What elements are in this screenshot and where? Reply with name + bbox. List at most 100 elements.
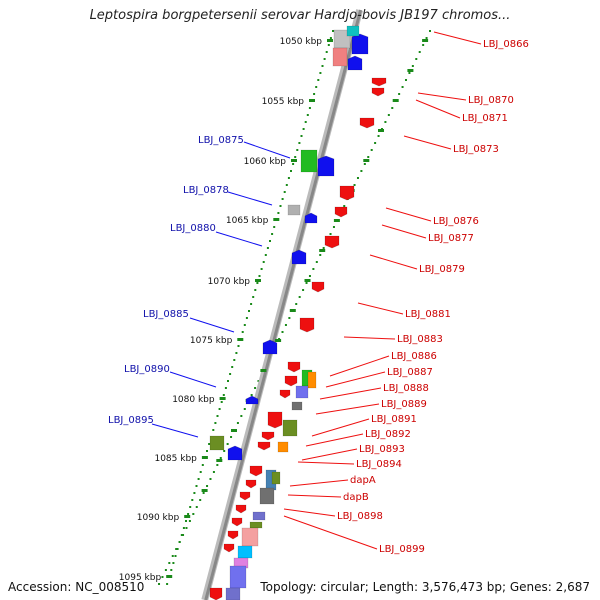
outer-track-dots <box>391 107 394 109</box>
outer-tick <box>407 69 414 72</box>
reverse-gene-label: LBJ_0892 <box>365 429 411 440</box>
inner-track-dots <box>248 310 250 312</box>
inner-track-dots <box>332 30 334 32</box>
reverse-gene-label: LBJ_0881 <box>405 309 451 320</box>
inner-track-dots <box>250 303 253 305</box>
accession-label: Accession: NC_008510 <box>8 580 145 594</box>
inner-track-dots <box>197 478 200 480</box>
reverse-gene <box>371 77 387 87</box>
scale-label: 1055 kbp <box>262 97 305 107</box>
reverse-gene-label: LBJ_0877 <box>428 233 474 244</box>
scale-tick <box>237 338 244 341</box>
outer-tick <box>319 249 326 252</box>
inner-track-dots <box>298 142 301 144</box>
outer-track-dots <box>257 380 260 382</box>
outer-track-dots <box>158 583 161 585</box>
outer-track-dots <box>356 177 359 179</box>
feature-block <box>225 587 241 600</box>
forward-gene <box>304 212 318 224</box>
reverse-gene-label: LBJ_0870 <box>468 95 514 106</box>
outer-track-dots <box>240 415 243 417</box>
outer-tick <box>363 159 370 162</box>
inner-track-dots <box>180 534 183 536</box>
scale-label: 1080 kbp <box>172 395 215 405</box>
outer-track-dots <box>415 58 418 60</box>
reverse-gene <box>261 431 275 441</box>
reverse-leader-line <box>287 494 342 498</box>
inner-track-dots <box>287 177 290 179</box>
outer-tick <box>422 39 429 42</box>
feature-block <box>249 521 263 529</box>
outer-track-dots <box>195 506 198 508</box>
outer-track-dots <box>387 114 390 116</box>
reverse-leader-line <box>311 418 370 437</box>
inner-track-dots <box>254 289 257 291</box>
reverse-leader-line <box>369 254 418 270</box>
reverse-gene <box>249 465 263 477</box>
reverse-gene <box>235 504 247 514</box>
inner-track-dots <box>302 128 305 130</box>
inner-track-dots <box>266 247 269 249</box>
scale-tick <box>327 39 333 42</box>
inner-track-dots <box>170 569 173 571</box>
forward-gene <box>227 445 243 461</box>
reverse-gene-label: LBJ_0894 <box>356 459 402 470</box>
inner-track-dots <box>264 254 267 256</box>
inner-track-dots <box>294 156 297 158</box>
scale-label: 1065 kbp <box>226 216 269 226</box>
reverse-leader-line <box>343 336 396 340</box>
outer-track-dots <box>188 520 191 522</box>
outer-track-dots <box>284 324 287 326</box>
outer-tick <box>275 339 282 342</box>
reverse-gene-label: LBJ_0893 <box>359 444 405 455</box>
inner-track-dots <box>269 240 271 242</box>
reverse-leader-line <box>385 207 432 222</box>
inner-track-dots <box>245 317 248 319</box>
reverse-gene-label: LBJ_0879 <box>419 264 465 275</box>
outer-track-dots <box>209 478 212 480</box>
outer-track-dots <box>332 226 335 228</box>
inner-track-dots <box>214 422 217 424</box>
inner-track-dots <box>323 58 326 60</box>
backbone <box>204 9 363 600</box>
scale-label: 1095 kbp <box>119 573 162 583</box>
outer-track-dots <box>408 72 411 74</box>
reverse-gene-label: LBJ_0866 <box>483 39 529 50</box>
scale-tick <box>273 218 280 221</box>
feature-block <box>229 565 247 589</box>
outer-track-dots <box>212 471 215 473</box>
outer-tick <box>289 309 296 312</box>
forward-gene <box>351 33 369 55</box>
reverse-leader-line <box>283 508 336 517</box>
reverse-leader-line <box>381 224 427 239</box>
inner-track-dots <box>273 226 276 228</box>
outer-track-dots <box>230 436 233 438</box>
inner-track-dots <box>277 212 280 214</box>
feature-block <box>287 204 301 216</box>
reverse-gene-label: LBJ_0888 <box>383 383 429 394</box>
outer-tick <box>378 129 384 132</box>
outer-track-dots <box>329 233 332 235</box>
outer-tick <box>231 429 237 432</box>
reverse-leader-line <box>403 135 452 150</box>
outer-track-dots <box>315 261 318 263</box>
outer-track-dots <box>223 450 226 452</box>
outer-track-dots <box>288 317 291 319</box>
outer-track-dots <box>236 422 239 424</box>
scale-tick <box>255 279 261 282</box>
inner-track-dots <box>220 401 223 403</box>
inner-track-dots <box>231 366 234 368</box>
inner-track-dots <box>185 520 187 522</box>
inner-track-dots <box>281 198 284 200</box>
inner-track-dots <box>174 555 177 557</box>
outer-track-dots <box>175 548 178 550</box>
reverse-gene <box>245 479 257 489</box>
forward-gene-label: LBJ_0885 <box>143 309 189 320</box>
inner-track-dots <box>252 296 255 298</box>
reverse-gene <box>287 361 301 373</box>
outer-track-dots <box>353 184 356 186</box>
outer-track-dots <box>281 331 284 333</box>
reverse-gene-label: LBJ_0873 <box>453 144 499 155</box>
outer-track-dots <box>429 30 431 32</box>
outer-track-dots <box>178 541 181 543</box>
